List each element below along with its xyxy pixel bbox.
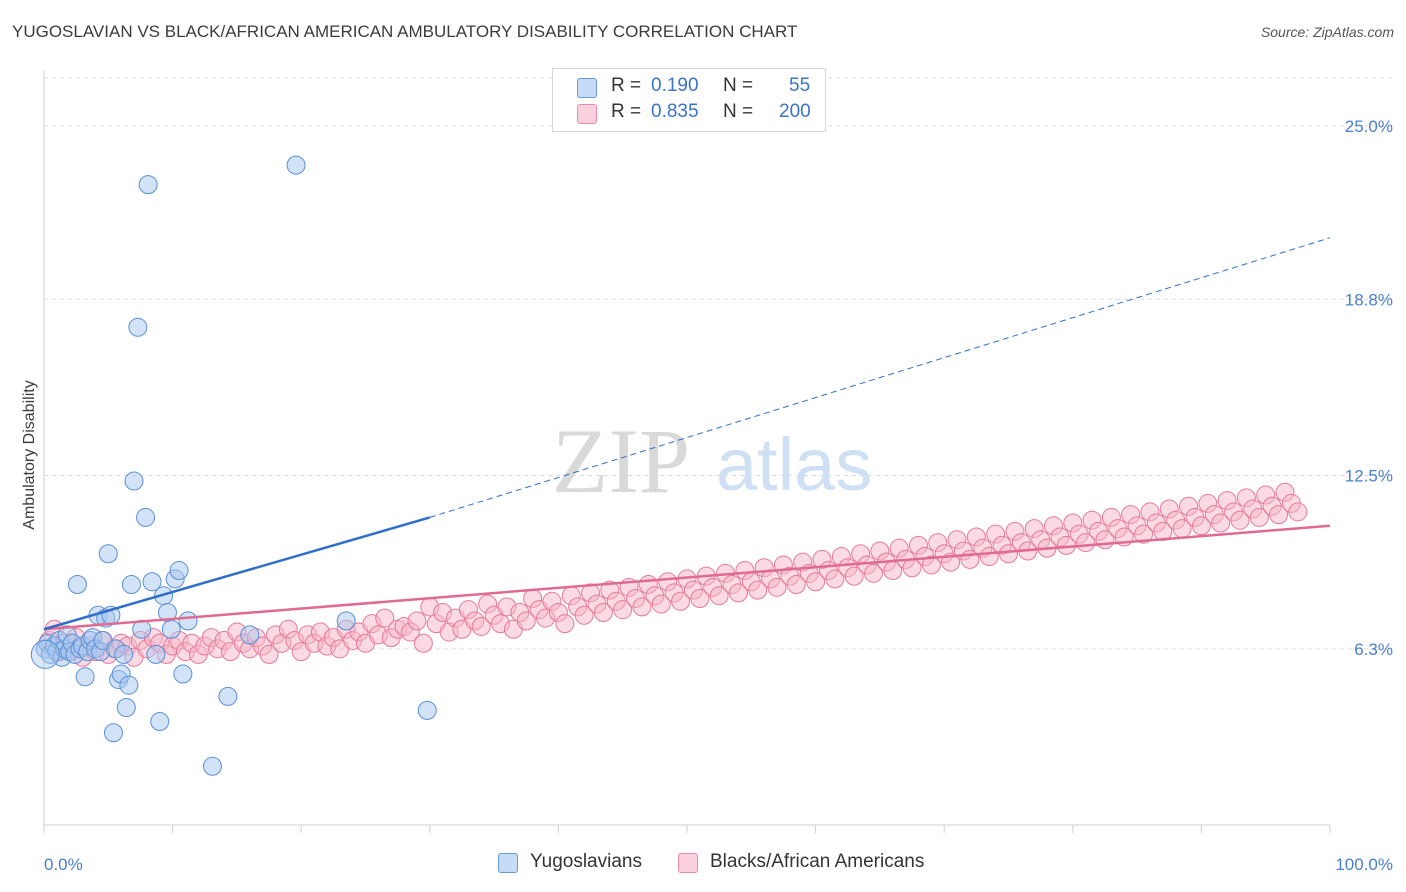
data-point (75, 667, 95, 687)
data-point (218, 686, 238, 706)
data-point (259, 644, 279, 664)
y-axis-label: Ambulatory Disability (21, 380, 38, 529)
data-point (1211, 513, 1231, 533)
data-point (613, 600, 633, 620)
y-tick-label: 18.8% (1345, 290, 1393, 309)
data-point (844, 566, 864, 586)
data-point (516, 611, 536, 631)
data-point (921, 555, 941, 575)
data-point (593, 602, 613, 622)
trend-line-blue-extension (429, 237, 1331, 518)
legend-n-value: 55 (789, 75, 811, 96)
data-point (142, 572, 162, 592)
y-tick-label: 25.0% (1345, 117, 1393, 136)
data-point (767, 577, 787, 597)
data-point (1288, 502, 1308, 522)
legend-r-value: 0.190 (651, 75, 699, 96)
data-point (375, 608, 395, 628)
data-point (863, 563, 883, 583)
watermark: ZIP atlas (552, 410, 872, 512)
data-point (121, 575, 141, 595)
data-point (748, 580, 768, 600)
data-point (709, 586, 729, 606)
data-point (98, 544, 118, 564)
data-point (116, 698, 136, 718)
data-point (671, 591, 691, 611)
data-point (471, 616, 491, 636)
data-point (825, 569, 845, 589)
data-point (103, 723, 123, 743)
x-tick-label: 100.0% (1335, 855, 1393, 874)
data-point (138, 175, 158, 195)
data-point (1230, 510, 1250, 530)
data-point (407, 611, 427, 631)
axes (43, 70, 1331, 833)
legend-swatch-pink (678, 853, 698, 873)
data-point (30, 639, 60, 669)
watermark-atlas: atlas (716, 423, 872, 506)
legend-n-value: 200 (779, 101, 811, 122)
data-point (146, 644, 166, 664)
series-blue-points (30, 155, 437, 776)
watermark-zip: ZIP (552, 410, 690, 512)
data-point (1191, 516, 1211, 536)
data-point (728, 583, 748, 603)
trend-line-blue (43, 516, 431, 631)
data-point (202, 756, 222, 776)
y-tick-label: 6.3% (1354, 640, 1393, 659)
data-point (651, 594, 671, 614)
data-point (555, 614, 575, 634)
legend-r-label: R = (611, 75, 642, 96)
legend-n-label: N = (723, 101, 754, 122)
data-point (173, 664, 193, 684)
data-point (1249, 507, 1269, 527)
data-point (1134, 524, 1154, 544)
trend-lines (43, 237, 1331, 631)
data-point (806, 572, 826, 592)
data-point (632, 597, 652, 617)
data-point (136, 507, 156, 527)
legend-r-label: R = (611, 101, 642, 122)
data-point (67, 575, 87, 595)
data-point (161, 619, 181, 639)
data-point (336, 611, 356, 631)
data-point (690, 589, 710, 608)
legend-n-label: N = (723, 75, 754, 96)
correlation-legend: R = 0.190 N = 55 R = 0.835 N = 200 (552, 68, 826, 132)
source-label: Source: ZipAtlas.com (1260, 24, 1394, 40)
data-point (286, 155, 306, 175)
data-point (417, 700, 437, 720)
data-point (119, 675, 139, 695)
chart-title: YUGOSLAVIAN VS BLACK/AFRICAN AMERICAN AM… (12, 22, 798, 41)
gridlines (44, 77, 1395, 650)
data-point (240, 625, 260, 645)
data-point (169, 561, 189, 581)
legend-label-blacks: Blacks/African Americans (710, 851, 925, 872)
data-point (124, 471, 144, 491)
legend-swatch-blue (498, 853, 518, 873)
data-point (114, 644, 134, 664)
data-point (178, 611, 198, 631)
data-point (786, 575, 806, 595)
data-point (999, 544, 1018, 564)
legend-swatch-pink (577, 104, 597, 124)
trend-line-pink (43, 524, 1331, 631)
legend-label-yugoslavians: Yugoslavians (530, 851, 642, 872)
legend-swatch-blue (577, 78, 597, 98)
data-point (128, 317, 148, 337)
data-point (413, 633, 433, 653)
data-point (1269, 505, 1289, 525)
data-point (1076, 533, 1096, 553)
x-tick-label: 0.0% (44, 855, 83, 874)
legend-r-value: 0.835 (651, 101, 699, 122)
y-tick-label: 12.5% (1345, 466, 1393, 485)
data-point (574, 605, 594, 625)
data-point (150, 712, 170, 732)
tick-labels: 6.3% 12.5% 18.8% 25.0% 0.0% 100.0% (44, 117, 1393, 874)
